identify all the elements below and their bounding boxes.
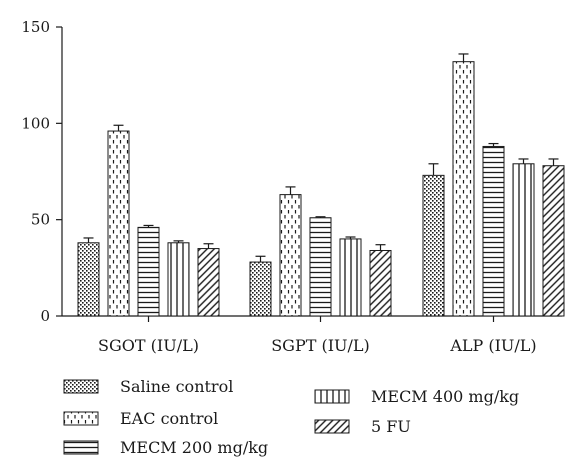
bar-vertical-lines bbox=[167, 242, 190, 317]
x-category-label: SGOT (IU/L) bbox=[98, 336, 199, 355]
bar-diagonal-lines bbox=[197, 248, 220, 317]
legend-label: MECM 400 mg/kg bbox=[371, 387, 519, 406]
bar-dots bbox=[422, 174, 445, 317]
bar-vertical-lines bbox=[339, 238, 362, 317]
bar-vertical-lines bbox=[512, 163, 535, 317]
y-tick-label: 50 bbox=[31, 211, 50, 229]
bar-horizontal-lines bbox=[137, 226, 160, 317]
y-tick-label: 150 bbox=[21, 18, 50, 36]
bar-horizontal-lines bbox=[482, 145, 505, 317]
bar-dashes bbox=[452, 61, 475, 317]
bar-dashes bbox=[107, 130, 130, 317]
legend-label: EAC control bbox=[120, 409, 218, 428]
legend: Saline control EAC control MECM 200 mg/kg M… bbox=[63, 377, 519, 457]
x-category-label: SGPT (IU/L) bbox=[271, 336, 370, 355]
bar-diagonal-lines bbox=[542, 165, 565, 317]
y-tick-label: 100 bbox=[21, 114, 50, 132]
bar-horizontal-lines bbox=[309, 217, 332, 317]
legend-label: 5 FU bbox=[371, 417, 411, 436]
legend-swatch-diagonal-lines bbox=[314, 419, 350, 434]
legend-swatch-dots bbox=[63, 379, 99, 394]
legend-swatch-dashes bbox=[63, 411, 99, 426]
legend-label: Saline control bbox=[120, 377, 233, 396]
x-category-label: ALP (IU/L) bbox=[449, 336, 536, 355]
legend-label: MECM 200 mg/kg bbox=[120, 438, 268, 457]
y-tick-label: 0 bbox=[40, 307, 50, 325]
bar-dashes bbox=[279, 194, 302, 317]
bar-dots bbox=[249, 261, 272, 317]
legend-swatch-vertical-lines bbox=[314, 389, 350, 404]
legend-swatch-horizontal-lines bbox=[63, 440, 99, 455]
plot-area: 0 50 100 150 SGOT (IU/L) SGPT (IU/L) ALP (IU/L… bbox=[21, 18, 565, 355]
bar-diagonal-lines bbox=[369, 249, 392, 317]
bar-dots bbox=[77, 242, 100, 317]
